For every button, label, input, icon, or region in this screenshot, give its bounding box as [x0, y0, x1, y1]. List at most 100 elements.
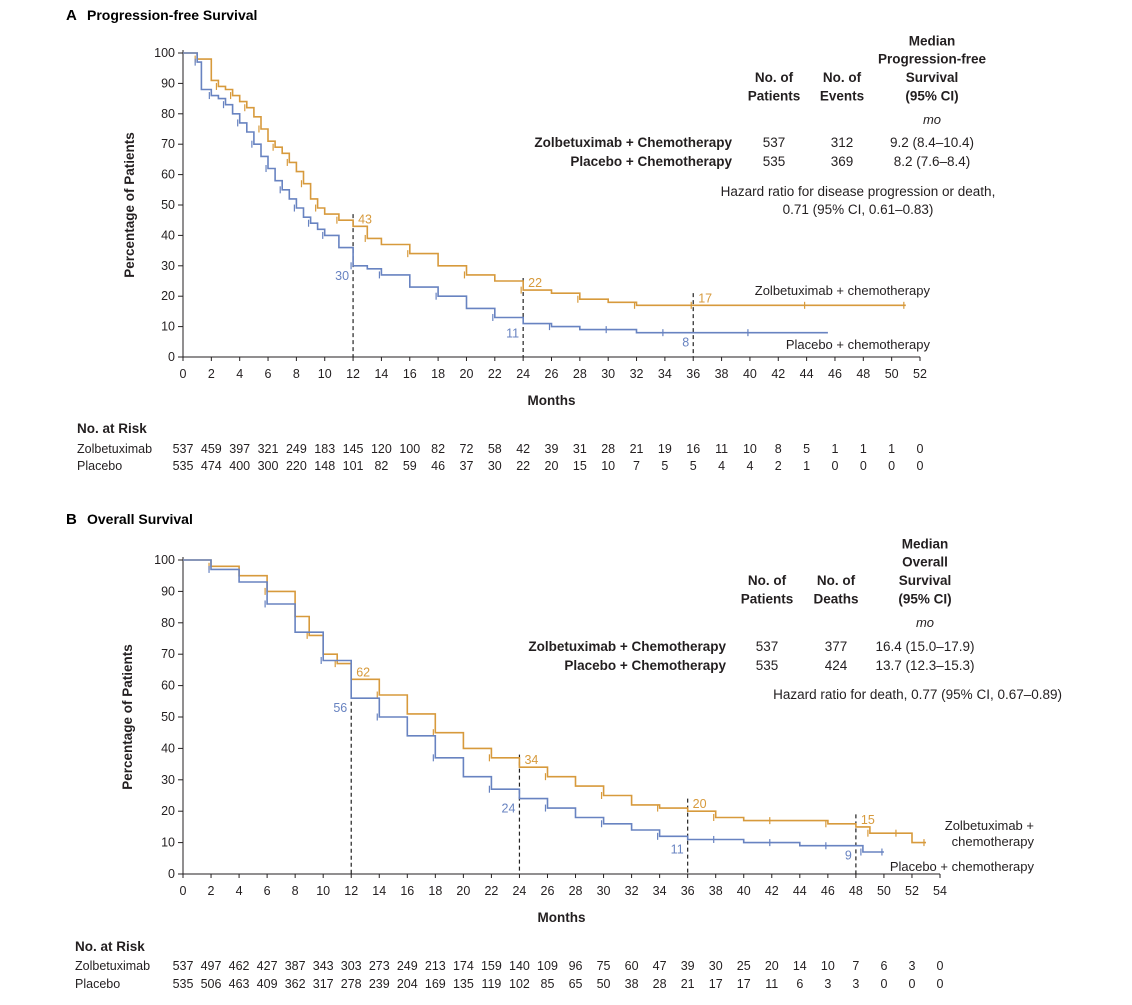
risk-value: 72 — [460, 442, 474, 456]
risk-value: 140 — [509, 959, 530, 973]
x-tick-label: 18 — [431, 367, 445, 381]
risk-value: 362 — [285, 977, 306, 991]
risk-value: 100 — [399, 442, 420, 456]
x-tick-label: 8 — [293, 367, 300, 381]
landmark-value-zolbetuximab: 17 — [698, 291, 712, 305]
x-tick-label: 42 — [771, 367, 785, 381]
risk-value: 20 — [545, 459, 559, 473]
survival-curve-placebo — [183, 52, 828, 334]
risk-value: 5 — [690, 459, 697, 473]
y-tick-label: 30 — [161, 773, 175, 787]
landmark-value-placebo: 11 — [671, 842, 684, 856]
landmark-value-placebo: 30 — [335, 269, 349, 283]
summary-header: No. of — [755, 70, 794, 85]
y-tick-label: 20 — [161, 804, 175, 818]
risk-value: 11 — [765, 977, 778, 991]
summary-header: No. of — [817, 573, 856, 588]
risk-value: 19 — [658, 442, 672, 456]
risk-value: 4 — [718, 459, 725, 473]
risk-value: 239 — [369, 977, 390, 991]
x-tick-label: 48 — [856, 367, 870, 381]
summary-row-label: Zolbetuximab + Chemotherapy — [534, 135, 732, 150]
risk-value: 400 — [229, 459, 250, 473]
y-tick-label: 60 — [161, 168, 175, 182]
x-tick-label: 4 — [236, 367, 243, 381]
y-tick-label: 50 — [161, 198, 175, 212]
y-tick-label: 50 — [161, 710, 175, 724]
risk-value: 537 — [173, 959, 194, 973]
x-tick-label: 14 — [374, 367, 388, 381]
risk-value: 474 — [201, 459, 222, 473]
x-tick-label: 10 — [316, 884, 330, 898]
risk-value: 30 — [709, 959, 723, 973]
x-tick-label: 32 — [625, 884, 639, 898]
risk-value: 37 — [460, 459, 474, 473]
y-tick-label: 40 — [161, 741, 175, 755]
risk-value: 535 — [173, 977, 194, 991]
risk-value: 5 — [803, 442, 810, 456]
risk-value: 39 — [545, 442, 559, 456]
risk-value: 303 — [341, 959, 362, 973]
risk-value: 343 — [313, 959, 334, 973]
x-tick-label: 4 — [236, 884, 243, 898]
risk-value: 537 — [173, 442, 194, 456]
risk-value: 204 — [397, 977, 418, 991]
risk-value: 8 — [775, 442, 782, 456]
x-tick-label: 36 — [681, 884, 695, 898]
y-tick-label: 40 — [161, 228, 175, 242]
summary-events: 312 — [831, 135, 854, 150]
risk-value: 169 — [425, 977, 446, 991]
risk-value: 0 — [917, 442, 924, 456]
summary-header: Overall — [902, 555, 948, 570]
panel-overall-survival: B Overall Survival01020304050607080901000… — [66, 511, 1062, 991]
y-tick-label: 30 — [161, 259, 175, 273]
risk-value: 535 — [173, 459, 194, 473]
summary-events: 424 — [825, 658, 848, 673]
x-tick-label: 22 — [484, 884, 498, 898]
risk-value: 59 — [403, 459, 417, 473]
summary-header: (95% CI) — [905, 88, 958, 103]
x-tick-label: 30 — [601, 367, 615, 381]
risk-value: 96 — [569, 959, 583, 973]
risk-value: 10 — [743, 442, 757, 456]
x-tick-label: 34 — [653, 884, 667, 898]
x-tick-label: 34 — [658, 367, 672, 381]
risk-value: 459 — [201, 442, 222, 456]
x-tick-label: 28 — [569, 884, 583, 898]
risk-value: 50 — [597, 977, 611, 991]
risk-value: 31 — [573, 442, 587, 456]
summary-header: Survival — [899, 573, 952, 588]
risk-value: 300 — [258, 459, 279, 473]
y-tick-label: 20 — [161, 289, 175, 303]
risk-table-title: No. at Risk — [75, 939, 145, 954]
risk-value: 183 — [314, 442, 335, 456]
risk-value: 102 — [509, 977, 530, 991]
risk-value: 0 — [880, 977, 887, 991]
curve-label-zolbetuximab: Zolbetuximab + — [945, 818, 1034, 833]
risk-value: 101 — [343, 459, 364, 473]
summary-median: 9.2 (8.4–10.4) — [890, 135, 974, 150]
curve-label-placebo: Placebo + chemotherapy — [890, 859, 1035, 874]
risk-value: 15 — [573, 459, 587, 473]
x-tick-label: 0 — [180, 367, 187, 381]
summary-header: Median — [909, 33, 956, 48]
risk-value: 82 — [431, 442, 445, 456]
x-tick-label: 36 — [686, 367, 700, 381]
risk-value: 11 — [715, 442, 728, 456]
landmark-value-zolbetuximab: 34 — [524, 753, 538, 767]
x-tick-label: 54 — [933, 884, 947, 898]
risk-value: 273 — [369, 959, 390, 973]
x-tick-label: 46 — [821, 884, 835, 898]
risk-value: 17 — [737, 977, 751, 991]
landmark-value-placebo: 11 — [506, 327, 519, 341]
risk-value: 30 — [488, 459, 502, 473]
y-tick-label: 90 — [161, 76, 175, 90]
risk-value: 321 — [258, 442, 279, 456]
x-tick-label: 44 — [800, 367, 814, 381]
risk-value: 174 — [453, 959, 474, 973]
risk-value: 1 — [860, 442, 867, 456]
risk-value: 1 — [803, 459, 810, 473]
x-tick-label: 38 — [715, 367, 729, 381]
hazard-ratio-note: Hazard ratio for disease progression or … — [721, 184, 996, 199]
y-tick-label: 80 — [161, 107, 175, 121]
